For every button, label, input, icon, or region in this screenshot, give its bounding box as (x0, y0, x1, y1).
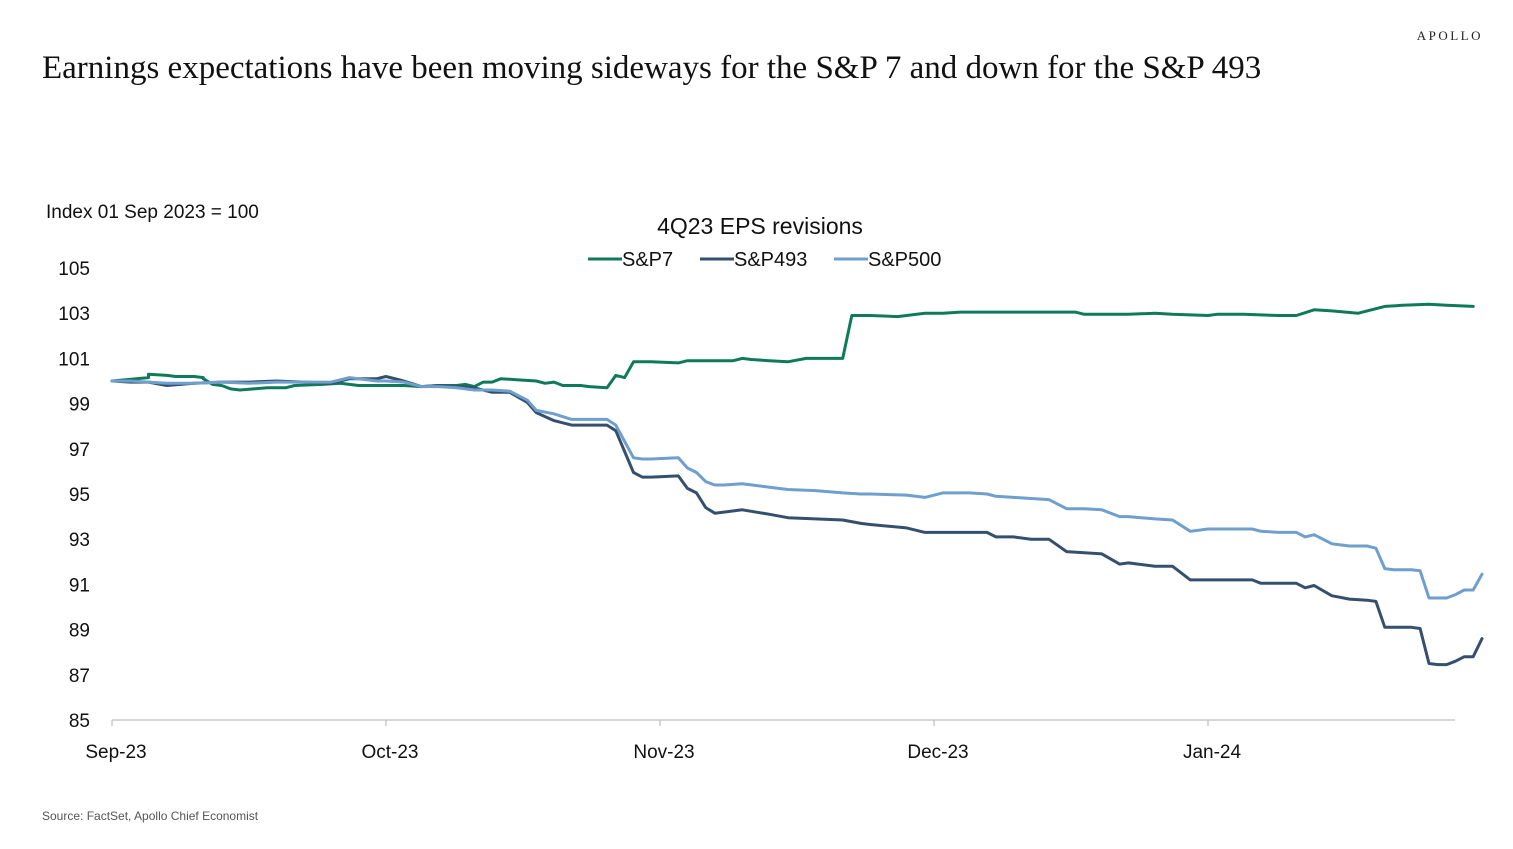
page-title: Earnings expectations have been moving s… (42, 50, 1262, 86)
chart-title: 4Q23 EPS revisions (657, 213, 863, 239)
y-tick-label: 89 (69, 621, 90, 642)
series-line-sp493 (110, 375, 1484, 667)
y-axis: 85 87 89 91 93 95 97 99 101 103 105 (58, 259, 90, 732)
y-tick-label: 95 (69, 485, 90, 506)
series-line-sp500 (110, 376, 1484, 600)
x-tick-label: Nov-23 (633, 742, 694, 763)
x-tick-label: Oct-23 (361, 742, 418, 763)
series-group (110, 302, 1484, 667)
x-axis: Sep-23 Oct-23 Nov-23 Dec-23 Jan-24 (85, 719, 1455, 763)
chart-legend: S&P7 S&P493 S&P500 (588, 249, 941, 271)
y-tick-label: 87 (69, 666, 90, 687)
y-tick-label: 91 (69, 575, 90, 596)
x-tick-label: Jan-24 (1183, 742, 1242, 763)
y-tick-label: 93 (69, 530, 90, 551)
source-note: Source: FactSet, Apollo Chief Economist (42, 809, 259, 823)
legend-label: S&P500 (868, 249, 941, 271)
y-tick-label: 99 (69, 395, 90, 416)
y-tick-label: 97 (69, 440, 90, 461)
y-tick-label: 85 (69, 711, 90, 732)
legend-label: S&P7 (622, 249, 673, 271)
y-axis-label: Index 01 Sep 2023 = 100 (46, 202, 259, 223)
brand-logo: APOLLO (1416, 28, 1483, 43)
x-tick-label: Sep-23 (85, 742, 146, 763)
x-tick-label: Dec-23 (907, 742, 968, 763)
series-line-sp7 (110, 302, 1475, 392)
legend-label: S&P493 (734, 249, 807, 271)
y-tick-label: 101 (58, 349, 90, 370)
y-tick-label: 103 (58, 304, 90, 325)
y-tick-label: 105 (58, 259, 90, 280)
